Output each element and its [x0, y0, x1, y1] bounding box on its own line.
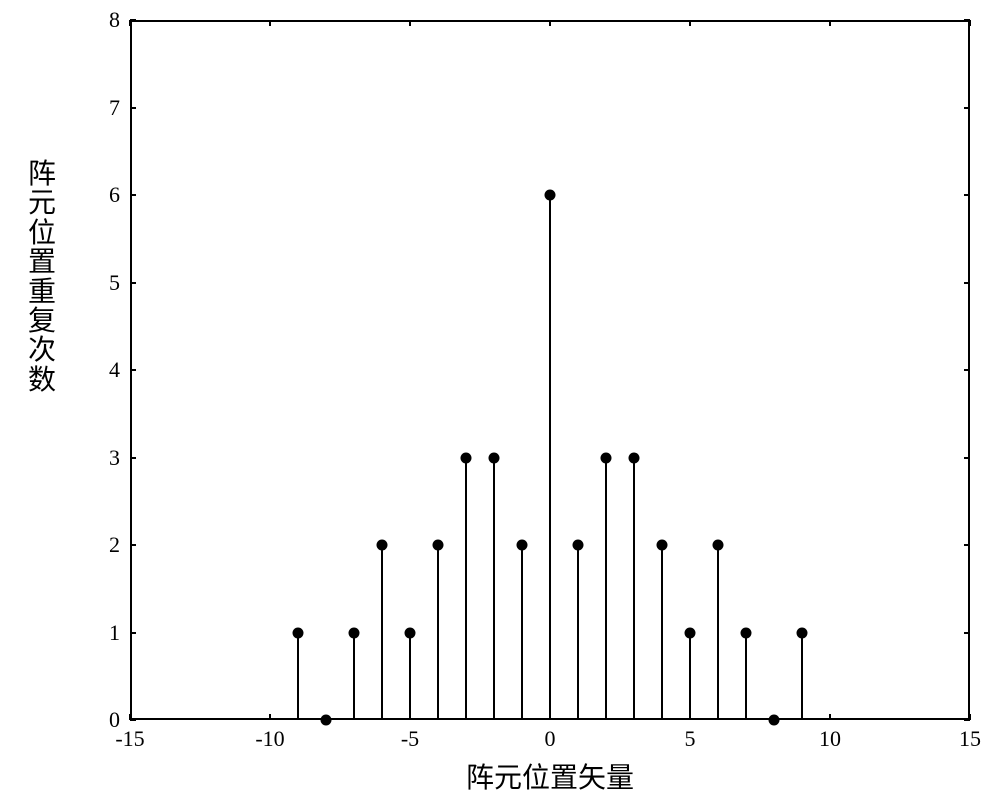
y-tick [130, 19, 136, 21]
x-tick [829, 714, 831, 720]
x-tick [549, 20, 551, 26]
stem-marker [629, 452, 640, 463]
y-tick-label: 2 [109, 532, 120, 558]
y-tick [964, 369, 970, 371]
stem-line [409, 633, 411, 721]
stem-marker [713, 540, 724, 551]
stem-marker [545, 190, 556, 201]
stem-line [297, 633, 299, 721]
stem-marker [741, 627, 752, 638]
chart-container: 阵元位置矢量 阵元位置重复次数 -15-10-5051015012345678 [0, 0, 1000, 806]
stem-marker [489, 452, 500, 463]
x-tick-label: 5 [685, 726, 696, 752]
y-axis-label-char: 次 [26, 336, 58, 365]
stem-marker [601, 452, 612, 463]
x-tick-label: 10 [819, 726, 841, 752]
y-tick [130, 457, 136, 459]
y-axis-label-char: 元 [26, 189, 58, 218]
stem-marker [685, 627, 696, 638]
y-tick-label: 3 [109, 445, 120, 471]
y-tick-label: 1 [109, 620, 120, 646]
stem-line [381, 545, 383, 720]
x-tick [829, 20, 831, 26]
y-tick-label: 5 [109, 270, 120, 296]
y-tick [130, 632, 136, 634]
stem-line [745, 633, 747, 721]
y-tick [130, 719, 136, 721]
stem-line [493, 458, 495, 721]
y-tick [130, 194, 136, 196]
stem-line [689, 633, 691, 721]
stem-line [717, 545, 719, 720]
y-tick-label: 7 [109, 95, 120, 121]
y-tick [130, 544, 136, 546]
stem-marker [461, 452, 472, 463]
y-axis-label-char: 阵 [26, 160, 58, 189]
y-axis-label-char: 置 [26, 248, 58, 277]
y-tick [964, 107, 970, 109]
stem-marker [769, 715, 780, 726]
stem-marker [797, 627, 808, 638]
y-axis-label: 阵元位置重复次数 [26, 160, 58, 395]
stem-line [605, 458, 607, 721]
y-axis-label-char: 重 [26, 278, 58, 307]
y-tick [130, 369, 136, 371]
y-tick [964, 632, 970, 634]
y-tick [964, 282, 970, 284]
x-tick-label: 0 [545, 726, 556, 752]
y-tick-label: 6 [109, 182, 120, 208]
y-tick-label: 8 [109, 7, 120, 33]
x-tick-label: -10 [255, 726, 284, 752]
stem-line [465, 458, 467, 721]
y-tick [130, 107, 136, 109]
y-tick [964, 544, 970, 546]
x-axis-label: 阵元位置矢量 [466, 756, 634, 796]
stem-marker [517, 540, 528, 551]
stem-marker [321, 715, 332, 726]
stem-line [437, 545, 439, 720]
x-tick [409, 20, 411, 26]
stem-line [661, 545, 663, 720]
stem-marker [657, 540, 668, 551]
y-tick [964, 719, 970, 721]
stem-line [633, 458, 635, 721]
stem-marker [293, 627, 304, 638]
x-tick-label: -5 [401, 726, 419, 752]
stem-line [801, 633, 803, 721]
stem-marker [573, 540, 584, 551]
stem-marker [349, 627, 360, 638]
y-tick [964, 194, 970, 196]
stem-marker [405, 627, 416, 638]
x-tick [689, 20, 691, 26]
y-axis-label-char: 数 [26, 366, 58, 395]
stem-line [577, 545, 579, 720]
y-axis-label-char: 位 [26, 219, 58, 248]
x-tick [269, 20, 271, 26]
stem-marker [433, 540, 444, 551]
y-tick-label: 4 [109, 357, 120, 383]
stem-line [521, 545, 523, 720]
y-tick [130, 282, 136, 284]
stem-line [353, 633, 355, 721]
y-tick-label: 0 [109, 707, 120, 733]
y-tick [964, 457, 970, 459]
x-tick [269, 714, 271, 720]
stem-marker [377, 540, 388, 551]
y-axis-label-char: 复 [26, 307, 58, 336]
y-tick [964, 19, 970, 21]
stem-line [549, 195, 551, 720]
x-tick-label: 15 [959, 726, 981, 752]
